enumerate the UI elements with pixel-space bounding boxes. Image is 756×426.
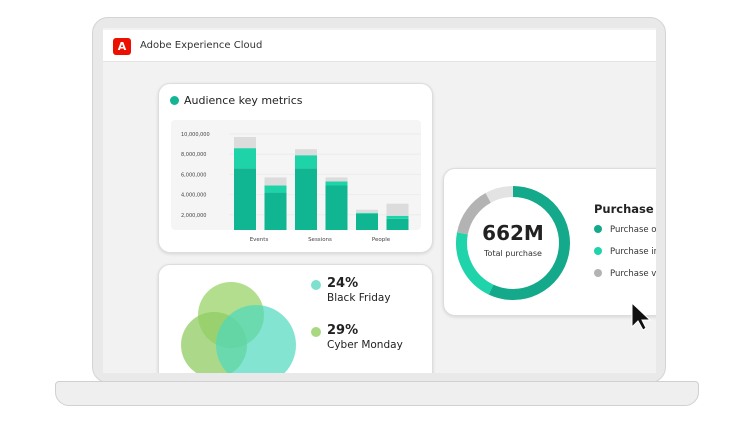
bar-segment xyxy=(325,177,348,182)
y-tick-label: 8,000,000 xyxy=(181,152,206,158)
bar-segment xyxy=(386,203,409,216)
legend-dot-icon xyxy=(594,269,602,277)
bar-segment xyxy=(264,177,287,186)
legend-item: Purchase online xyxy=(594,225,656,235)
y-tick-label: 10,000,000 xyxy=(181,132,210,138)
venn-label: Black Friday xyxy=(327,292,391,304)
bar-chart: 2,000,000 4,000,000 6,000,000 8,000,000 10,0… xyxy=(171,120,421,243)
purchase-card: 662M Total purchase Purchase type Purcha… xyxy=(443,168,656,316)
bar-segment xyxy=(264,185,287,193)
y-tick-label: 6,000,000 xyxy=(181,172,206,178)
adobe-logo-icon: A xyxy=(113,38,131,55)
donut-segment xyxy=(488,186,570,300)
donut-segment xyxy=(456,232,494,295)
legend-item: Purchase in-store xyxy=(594,247,656,257)
venn-diagram xyxy=(181,282,296,373)
audience-metrics-card: Audience key metrics 2,000,000 4,000,000 6… xyxy=(158,83,433,253)
legend-item: Purchase via call xyxy=(594,269,656,279)
donut-segment xyxy=(485,186,514,203)
donut-segment xyxy=(457,193,492,235)
bar-segment xyxy=(295,155,317,169)
y-tick-label: 4,000,000 xyxy=(181,193,206,199)
venn-percent: 29% xyxy=(327,323,359,338)
bar-segment xyxy=(295,149,317,156)
donut-chart xyxy=(456,186,570,300)
bar-segment xyxy=(295,168,317,230)
total-value: 662M xyxy=(482,221,544,245)
accent-dot-icon xyxy=(170,96,179,105)
legend-label: Purchase via call xyxy=(610,269,656,279)
total-caption: Total purchase xyxy=(484,249,542,258)
x-tick-label: People xyxy=(372,237,391,243)
laptop-base xyxy=(55,381,699,406)
venn-dot-icon xyxy=(311,327,321,337)
venn-label: Cyber Monday xyxy=(327,339,403,351)
y-tick-label: 2,000,000 xyxy=(181,213,206,219)
legend-label: Purchase in-store xyxy=(610,247,656,257)
venn-card: 24% Black Friday 29% Cyber Monday xyxy=(158,264,433,373)
bar-segment xyxy=(325,181,348,186)
bar-segment xyxy=(234,137,256,149)
bar-segment xyxy=(386,215,409,219)
legend-dot-icon xyxy=(594,225,602,233)
x-tick-label: Events xyxy=(250,237,269,243)
bar-segment xyxy=(325,185,348,230)
bar-segment xyxy=(264,192,287,230)
venn-percent: 24% xyxy=(327,276,359,291)
screen: A Adobe Experience Cloud Audience key me… xyxy=(103,28,656,373)
x-tick-label: Sessions xyxy=(308,237,332,243)
purchase-title: Purchase type xyxy=(594,202,656,216)
bar-segment xyxy=(356,213,378,230)
app-title: Adobe Experience Cloud xyxy=(140,40,263,51)
bar-segment xyxy=(234,168,256,230)
card-title: Audience key metrics xyxy=(184,94,303,107)
venn-circle-black-friday xyxy=(216,305,296,373)
mouse-cursor-icon xyxy=(631,301,652,331)
bar-segment xyxy=(356,212,378,214)
venn-dot-icon xyxy=(311,280,321,290)
bar-segment xyxy=(356,209,378,213)
legend-dot-icon xyxy=(594,247,602,255)
app-titlebar: A Adobe Experience Cloud xyxy=(103,30,656,62)
bar-segment xyxy=(386,218,409,230)
legend-label: Purchase online xyxy=(610,225,656,235)
bar-segment xyxy=(234,148,256,169)
